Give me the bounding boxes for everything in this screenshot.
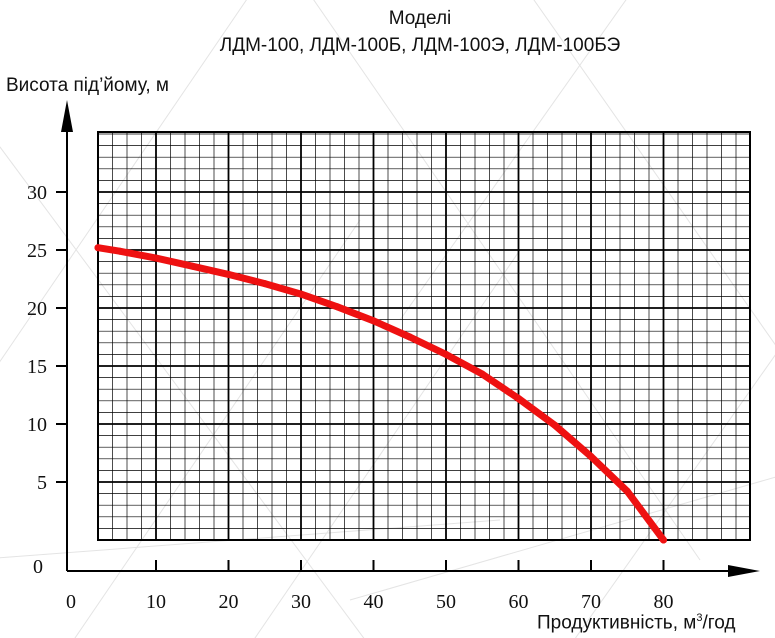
chart-title-line-2: ЛДМ-100, ЛДМ-100Б, ЛДМ-100Э, ЛДМ-100БЭ [219,35,621,56]
x-tick-label: 50 [436,591,456,613]
x-axis-label-suffix: /год [702,612,736,634]
series-layer [94,244,667,544]
data-point [225,270,232,278]
data-point [94,244,102,252]
data-point [551,421,559,429]
x-tick-label: 30 [291,591,311,613]
x-tick-label: 60 [509,591,529,613]
minor-grid [97,132,751,541]
chart-title-line-1: Моделі [388,8,452,29]
y-tick-label: 5 [37,472,47,494]
grid-frame [97,131,751,541]
y-tick-label: 15 [27,356,47,378]
data-point [188,262,196,270]
x-axis-label-superscript: 3 [696,612,703,624]
data-point [261,280,269,288]
x-origin-label: 0 [66,591,76,613]
y-axis-arrow [61,100,73,132]
data-point [406,333,414,341]
data-point [587,453,595,460]
data-point [515,395,522,402]
data-point [478,370,486,378]
y-tick-label: 25 [27,240,47,262]
major-grid [97,131,751,541]
y-tick-label: 10 [27,414,47,436]
x-axis-label: Продуктивність, м3/год [537,612,736,634]
y-tick-label: 30 [27,182,47,204]
x-axis-arrow [728,565,760,577]
data-point [623,487,631,495]
axes [61,100,760,577]
data-point [370,317,377,325]
y-origin-label: 0 [33,556,43,578]
data-point [116,247,124,255]
data-point [333,303,341,311]
x-axis-label-prefix: Продуктивність, м [537,612,697,634]
data-point [152,254,160,262]
x-tick-label: 70 [581,591,601,613]
y-axis-label: Висота під’йому, м [6,75,169,96]
y-tick-label: 20 [27,298,47,320]
x-tick-label: 10 [146,591,166,613]
axis-ticks: 5 10 15 20 25 30 10 20 30 40 50 60 70 80 0 0 [27,182,674,613]
series-line [94,244,667,544]
data-point [297,290,305,298]
x-tick-label: 40 [364,591,384,613]
data-point [660,536,667,544]
data-point [442,350,450,358]
x-tick-label: 20 [219,591,239,613]
x-tick-label: 80 [654,591,674,613]
